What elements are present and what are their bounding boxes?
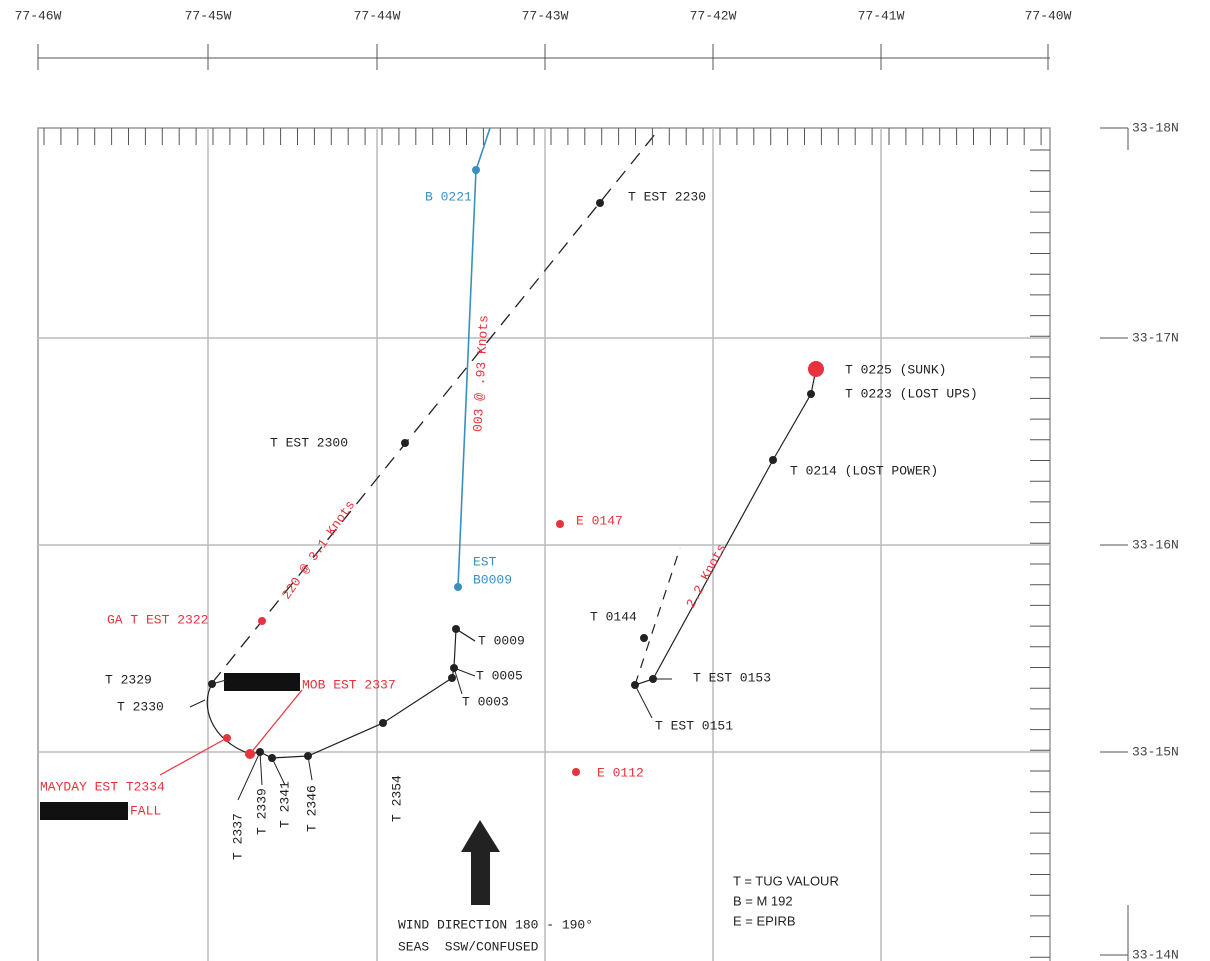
position-dot (401, 439, 409, 447)
top-axis-label: 77-46W (15, 8, 62, 23)
wind-note: WIND DIRECTION 180 - 190° (398, 917, 593, 932)
annotation: T 2346 (304, 785, 319, 832)
leader-line (259, 751, 263, 786)
annotation: T EST 0151 (655, 718, 733, 733)
leader-line (237, 751, 261, 801)
annotation: T EST 2300 (270, 435, 348, 450)
top-axis-label: 77-40W (1025, 8, 1072, 23)
leader-line (453, 667, 463, 695)
annotation: E 0112 (597, 765, 644, 780)
leader-line (249, 689, 303, 755)
leader-line (455, 628, 476, 642)
annotation: T 0144 (590, 609, 637, 624)
top-axis-label: 77-45W (185, 8, 232, 23)
wind-note: SEAS SSW/CONFUSED (398, 939, 539, 954)
legend-entry: B = M 192 (733, 893, 793, 908)
annotation: T 0223 (LOST UPS) (845, 386, 978, 401)
tug-track (206, 627, 476, 759)
right-axis-label: 33-16N (1132, 537, 1179, 552)
annotation: T 2330 (117, 699, 164, 714)
annotation: T 0009 (478, 633, 525, 648)
annotation: T 0003 (462, 694, 509, 709)
right-axis-label: 33-15N (1132, 744, 1179, 759)
annotation: T 0225 (SUNK) (845, 362, 946, 377)
leader-line (307, 755, 313, 781)
annotation: T 2329 (105, 672, 152, 687)
position-dot (572, 768, 580, 776)
position-dot (472, 166, 480, 174)
annotation: T 0214 (LOST POWER) (790, 463, 938, 478)
annotation: T 2354 (389, 775, 404, 822)
annotation: T 2339 (254, 788, 269, 835)
annotation: GA T EST 2322 (107, 612, 208, 627)
annotation: T 2341 (277, 781, 292, 828)
redaction (224, 673, 300, 691)
leader-line (634, 684, 653, 719)
estimated-track (211, 127, 661, 684)
annotation: FALL (130, 803, 161, 818)
top-axis-label: 77-42W (690, 8, 737, 23)
position-dot (807, 390, 815, 398)
annotation: MOB EST 2337 (302, 677, 396, 692)
annotation: B0009 (473, 572, 512, 587)
annotation: T 2337 (230, 813, 245, 860)
top-axis-label: 77-43W (522, 8, 569, 23)
position-dot (556, 520, 564, 528)
position-dot (379, 719, 387, 727)
position-dot (808, 361, 824, 377)
map-frame (37, 127, 1051, 961)
position-dot (454, 583, 462, 591)
legend-entry: T = TUG VALOUR (733, 873, 839, 888)
annotation: T 0005 (476, 668, 523, 683)
annotation: E 0147 (576, 513, 623, 528)
position-dot (596, 199, 604, 207)
wind-arrow (461, 820, 500, 905)
annotation: 003 @ .93 Knots (470, 315, 491, 433)
leader-line (211, 679, 227, 685)
position-dot (448, 674, 456, 682)
position-dot (640, 634, 648, 642)
leader-line (453, 667, 476, 677)
annotation: B 0221 (425, 189, 472, 204)
redaction (40, 802, 128, 820)
annotation: T EST 0153 (693, 670, 771, 685)
right-axis-label: 33-14N (1132, 947, 1179, 961)
leader-line (189, 699, 206, 708)
leader-line (159, 737, 228, 776)
annotation: EST (473, 554, 497, 569)
position-dot (258, 617, 266, 625)
annotation: T EST 2230 (628, 189, 706, 204)
right-axis-label: 33-17N (1132, 330, 1179, 345)
legend-entry: E = EPIRB (733, 913, 796, 928)
leader-line (271, 757, 286, 786)
top-axis-label: 77-41W (858, 8, 905, 23)
position-dot (223, 734, 231, 742)
position-dot (245, 749, 255, 759)
position-dot (769, 456, 777, 464)
right-axis-label: 33-18N (1132, 120, 1179, 135)
estimated-track (634, 547, 681, 686)
annotation: MAYDAY EST T2334 (40, 779, 165, 794)
top-axis-label: 77-44W (354, 8, 401, 23)
